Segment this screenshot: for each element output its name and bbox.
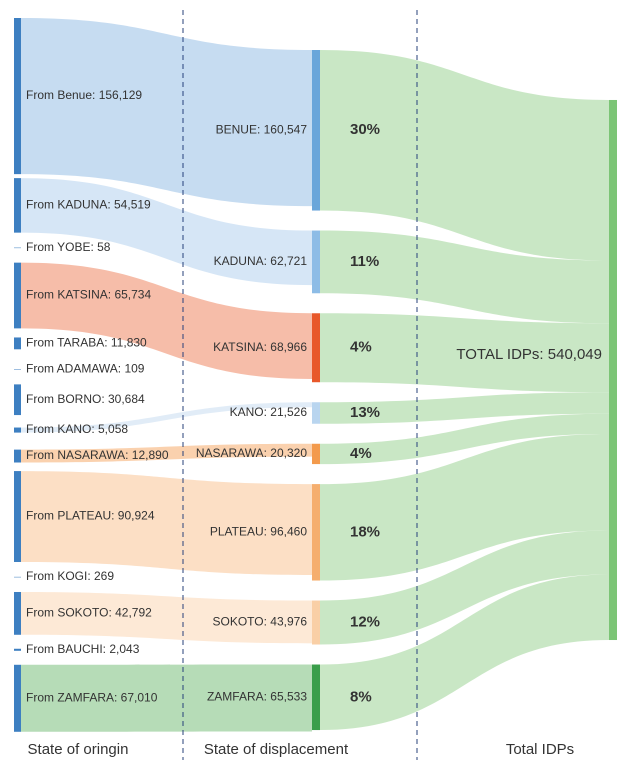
target-label: KADUNA: 62,721 bbox=[214, 254, 308, 268]
source-node bbox=[14, 449, 21, 463]
column-title: State of oringin bbox=[28, 741, 129, 758]
total-node bbox=[609, 99, 617, 641]
target-label: PLATEAU: 96,460 bbox=[210, 524, 307, 538]
target-node bbox=[312, 402, 320, 424]
nodes: From Benue: 156,129 From KADUNA: 54,519 Fr… bbox=[14, 18, 617, 732]
share-label: 8% bbox=[350, 688, 372, 705]
source-label: From KOGI: 269 bbox=[26, 569, 114, 583]
source-label: From PLATEAU: 90,924 bbox=[26, 509, 155, 523]
source-node bbox=[14, 384, 21, 416]
target-node bbox=[312, 313, 320, 383]
source-node bbox=[14, 337, 21, 350]
link bbox=[21, 443, 312, 463]
target-label: ZAMFARA: 65,533 bbox=[207, 689, 307, 703]
link bbox=[320, 392, 609, 424]
source-node bbox=[14, 427, 21, 433]
link bbox=[21, 178, 312, 286]
source-node bbox=[14, 576, 21, 578]
target-node bbox=[312, 600, 320, 645]
target-label: KATSINA: 68,966 bbox=[213, 340, 307, 354]
source-node bbox=[14, 262, 21, 329]
source-label: From KATSINA: 65,734 bbox=[26, 288, 151, 302]
source-node bbox=[14, 471, 21, 562]
share-label: 18% bbox=[350, 523, 380, 540]
source-label: From ADAMAWA: 109 bbox=[26, 362, 145, 376]
source-label: From KADUNA: 54,519 bbox=[26, 198, 151, 212]
source-label: From ZAMFARA: 67,010 bbox=[26, 690, 158, 704]
links bbox=[21, 18, 609, 732]
link bbox=[21, 664, 312, 732]
source-label: From NASARAWA: 12,890 bbox=[26, 448, 169, 462]
target-node bbox=[312, 50, 320, 211]
share-label: 13% bbox=[350, 404, 380, 421]
column-title: Total IDPs bbox=[506, 741, 574, 758]
target-label: SOKOTO: 43,976 bbox=[213, 615, 308, 629]
source-node bbox=[14, 664, 21, 732]
share-label: 11% bbox=[350, 253, 379, 270]
link bbox=[320, 434, 609, 581]
total-label: TOTAL IDPs: 540,049 bbox=[456, 346, 602, 363]
share-label: 4% bbox=[350, 445, 372, 462]
source-label: From SOKOTO: 42,792 bbox=[26, 606, 152, 620]
target-node bbox=[312, 230, 320, 294]
target-label: KANO: 21,526 bbox=[230, 405, 308, 419]
source-label: From BORNO: 30,684 bbox=[26, 392, 145, 406]
share-label: 30% bbox=[350, 121, 380, 138]
source-node bbox=[14, 247, 21, 249]
link bbox=[320, 530, 609, 645]
link bbox=[320, 230, 609, 324]
source-node bbox=[14, 591, 21, 635]
source-node bbox=[14, 369, 21, 370]
source-label: From TARABA: 11,830 bbox=[26, 336, 147, 350]
link bbox=[21, 591, 312, 644]
share-label: 4% bbox=[350, 339, 372, 356]
source-label: From Benue: 156,129 bbox=[26, 88, 142, 102]
source-label: From YOBE: 58 bbox=[26, 240, 111, 254]
link bbox=[21, 262, 312, 380]
target-label: BENUE: 160,547 bbox=[216, 122, 308, 136]
source-node bbox=[14, 178, 21, 233]
share-label: 12% bbox=[350, 613, 380, 630]
source-label: From KANO: 5,058 bbox=[26, 422, 128, 436]
column-title: State of displacement bbox=[204, 741, 349, 758]
target-node bbox=[312, 484, 320, 581]
source-node bbox=[14, 648, 21, 651]
link bbox=[21, 402, 312, 433]
link bbox=[21, 18, 312, 207]
source-label: From BAUCHI: 2,043 bbox=[26, 642, 140, 656]
link bbox=[320, 413, 609, 465]
link bbox=[320, 50, 609, 261]
target-node bbox=[312, 443, 320, 465]
link bbox=[320, 574, 609, 731]
link bbox=[21, 471, 312, 576]
target-label: NASARAWA: 20,320 bbox=[196, 446, 307, 460]
link bbox=[320, 313, 609, 393]
target-node bbox=[312, 664, 320, 731]
source-node bbox=[14, 18, 21, 175]
